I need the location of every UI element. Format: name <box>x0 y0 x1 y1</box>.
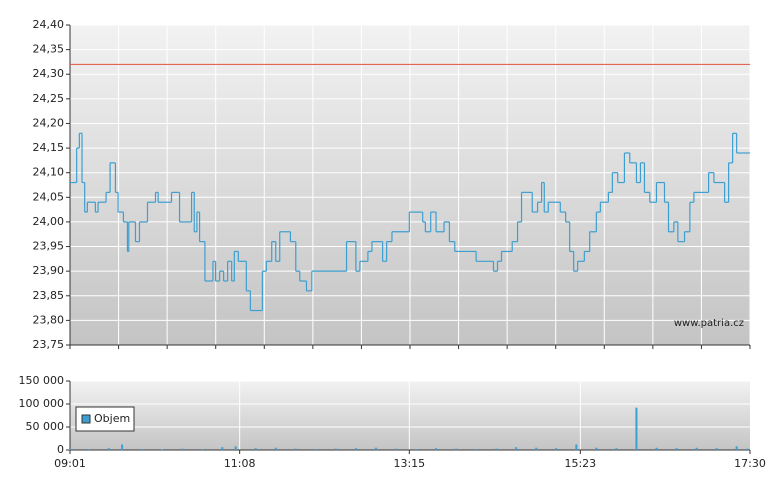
y-tick-label: 24,10 <box>33 166 65 179</box>
volume-bar <box>515 447 518 450</box>
volume-bar <box>334 448 337 450</box>
legend-label: Objem <box>94 412 130 425</box>
volume-bar <box>107 448 110 450</box>
y-tick-label: 23,80 <box>33 313 65 326</box>
volume-bar <box>535 447 538 450</box>
volume-bar <box>234 446 237 450</box>
y-tick-label: 24,00 <box>33 215 65 228</box>
y-tick-label: 24,25 <box>33 92 65 105</box>
y-tick-label: 24,35 <box>33 43 65 56</box>
volume-bar <box>675 448 678 450</box>
watermark: www.patria.cz <box>674 318 744 329</box>
volume-bar <box>635 407 638 450</box>
y-tick-label: 24,05 <box>33 190 65 203</box>
volume-bar <box>415 449 418 450</box>
y-tick-label: 150 000 <box>19 374 65 387</box>
legend-swatch <box>81 414 91 424</box>
y-tick-label: 23,90 <box>33 264 65 277</box>
volume-bar <box>746 448 749 450</box>
volume-bar <box>615 448 618 450</box>
volume-bar <box>595 447 598 450</box>
volume-bar <box>274 447 277 450</box>
y-tick-label: 50 000 <box>26 420 65 433</box>
y-tick-label: 23,95 <box>33 240 65 253</box>
volume-bar <box>735 446 738 450</box>
volume-bar <box>141 449 144 450</box>
y-tick-label: 24,40 <box>33 18 65 31</box>
x-tick-label: 09:01 <box>54 457 86 470</box>
volume-bar <box>374 447 377 450</box>
volume-bar <box>254 448 257 450</box>
volume-bar <box>354 448 357 450</box>
y-tick-label: 100 000 <box>19 397 65 410</box>
x-tick-label: 13:15 <box>393 457 425 470</box>
volume-bar <box>695 447 698 450</box>
y-tick-label: 24,30 <box>33 67 65 80</box>
volume-bar <box>181 448 184 450</box>
volume-bar <box>575 444 578 450</box>
y-tick-label: 23,75 <box>33 338 65 351</box>
y-tick-label: 23,85 <box>33 289 65 302</box>
volume-bar <box>435 448 438 450</box>
volume-bar <box>201 449 204 450</box>
volume-bar <box>294 448 297 450</box>
volume-bar <box>555 448 558 450</box>
volume-bar <box>394 448 397 450</box>
volume-bar <box>495 448 498 450</box>
volume-bar <box>69 448 71 450</box>
volume-bar <box>87 449 90 450</box>
x-tick-label: 15:23 <box>564 457 596 470</box>
volume-bar <box>655 447 658 450</box>
volume-bar <box>455 448 458 450</box>
y-tick-label: 24,20 <box>33 116 65 129</box>
volume-bar <box>314 449 317 450</box>
plot-background <box>70 381 750 450</box>
y-tick-label: 0 <box>57 443 64 456</box>
volume-bar <box>475 449 478 450</box>
volume-bar <box>121 444 124 450</box>
volume-bar <box>221 447 224 450</box>
volume-bar <box>715 448 718 450</box>
x-tick-label: 11:08 <box>224 457 256 470</box>
x-tick-label: 17:30 <box>734 457 766 470</box>
volume-bar <box>161 449 164 450</box>
y-tick-label: 24,15 <box>33 141 65 154</box>
